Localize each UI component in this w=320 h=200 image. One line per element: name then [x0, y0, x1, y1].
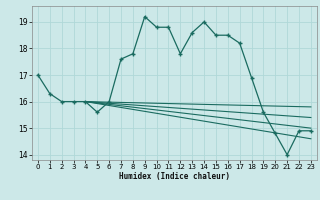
X-axis label: Humidex (Indice chaleur): Humidex (Indice chaleur) — [119, 172, 230, 181]
